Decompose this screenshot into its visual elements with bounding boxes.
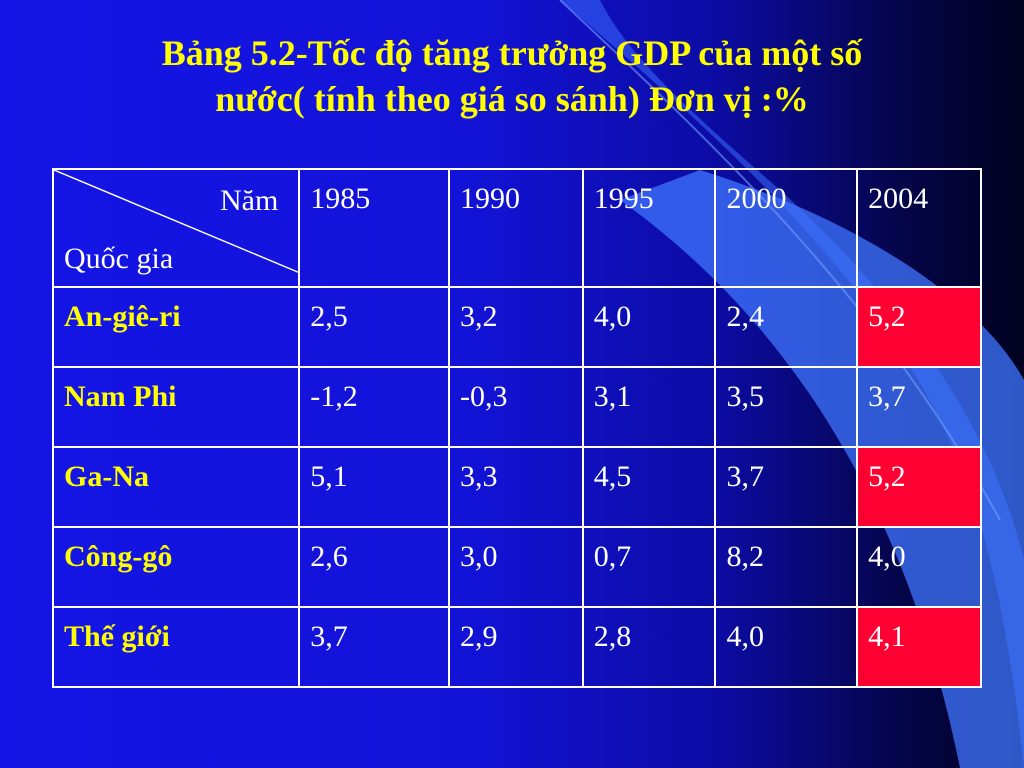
value-cell: 3,5 [714,366,859,448]
value-cell: 3,0 [447,526,584,608]
year-header: 1990 [447,168,584,288]
value-cell: 2,8 [581,606,717,688]
value-cell: 2,6 [298,526,450,608]
value-cell: 8,2 [714,526,859,608]
table-row: Thế giới 3,7 2,9 2,8 4,0 4,1 [51,606,982,688]
corner-header-cell: Năm Quốc gia [51,168,301,288]
value-cell: 3,3 [447,446,584,528]
title-line-1: Bảng 5.2-Tốc độ tăng trưởng GDP của một … [161,33,863,73]
value-cell: 4,5 [581,446,717,528]
value-cell: 4,0 [714,606,859,688]
value-cell: 4,0 [856,526,982,608]
title-line-2: nước( tính theo giá so sánh) Đơn vị :% [215,79,809,119]
year-header: 2000 [714,168,859,288]
year-header: 2004 [856,168,982,288]
value-cell: 3,2 [447,286,584,368]
table-row: Ga-Na 5,1 3,3 4,5 3,7 5,2 [51,446,982,528]
table-row: Nam Phi -1,2 -0,3 3,1 3,5 3,7 [51,366,982,448]
corner-year-label: Năm [219,184,279,217]
highlighted-value-cell: 5,2 [856,286,982,368]
value-cell: -1,2 [298,366,450,448]
country-cell: Thế giới [51,606,301,688]
diagonal-divider [54,170,299,273]
value-cell: 4,0 [581,286,717,368]
highlighted-value-cell: 5,2 [856,446,982,528]
value-cell: 2,9 [447,606,584,688]
year-header: 1995 [581,168,717,288]
value-cell: 3,7 [298,606,450,688]
value-cell: 2,4 [714,286,859,368]
gdp-growth-table: Năm Quốc gia 1985 1990 1995 2000 2004 An… [51,168,982,688]
country-cell: An-giê-ri [51,286,301,368]
value-cell: 3,1 [581,366,717,448]
value-cell: 3,7 [714,446,859,528]
value-cell: 2,5 [298,286,450,368]
year-header: 1985 [298,168,450,288]
value-cell: 3,7 [856,366,982,448]
country-cell: Công-gô [51,526,301,608]
country-cell: Nam Phi [51,366,301,448]
highlighted-value-cell: 4,1 [856,606,982,688]
table-header-row: Năm Quốc gia 1985 1990 1995 2000 2004 [51,168,982,288]
country-cell: Ga-Na [51,446,301,528]
slide-title: Bảng 5.2-Tốc độ tăng trưởng GDP của một … [40,30,984,122]
value-cell: 5,1 [298,446,450,528]
table-row: Công-gô 2,6 3,0 0,7 8,2 4,0 [51,526,982,608]
table-row: An-giê-ri 2,5 3,2 4,0 2,4 5,2 [51,286,982,368]
corner-country-label: Quốc gia [64,242,174,275]
value-cell: -0,3 [447,366,584,448]
value-cell: 0,7 [581,526,717,608]
